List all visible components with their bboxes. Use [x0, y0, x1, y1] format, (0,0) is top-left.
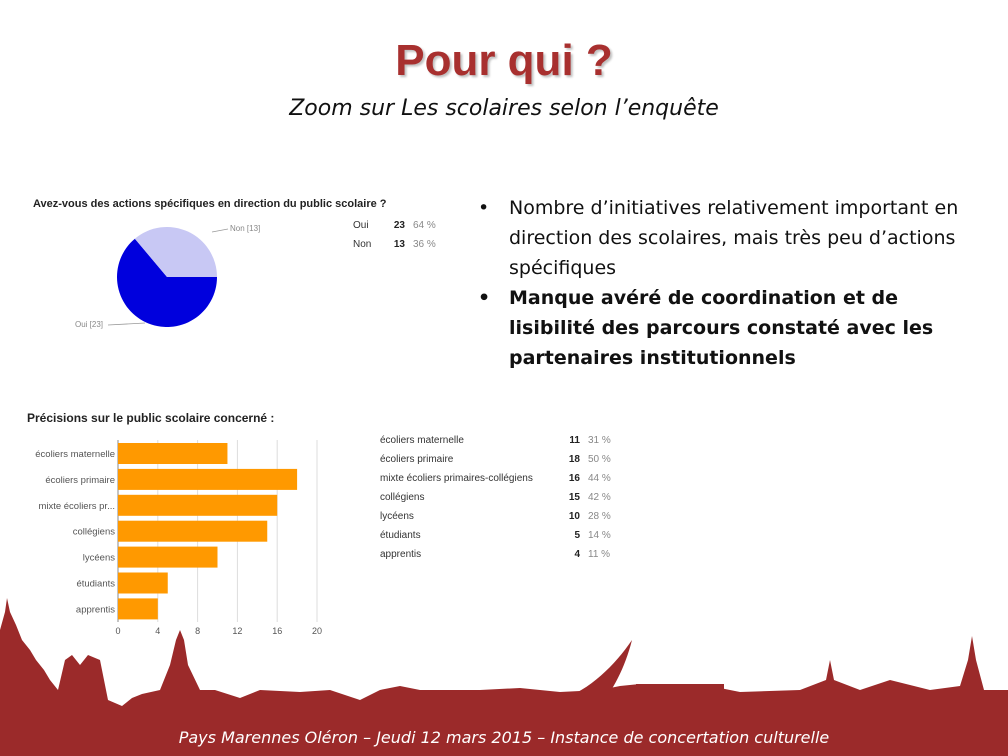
- bar-y-tick-label: apprentis: [76, 604, 115, 615]
- bar-y-tick-label: étudiants: [76, 579, 115, 590]
- bar-legend-count: 5: [574, 530, 580, 541]
- bar-legend-category: apprentis: [380, 549, 422, 560]
- pie-leader-line-non: [211, 228, 229, 233]
- bar-x-tick-label: 8: [195, 626, 200, 636]
- bar-legend-count: 11: [569, 435, 580, 446]
- bar-legend-percent: 28 %: [588, 511, 611, 522]
- pie-legend-percent: 64 %: [413, 220, 436, 231]
- bar-x-tick-label: 16: [272, 626, 282, 636]
- bar-legend-category: collégiens: [380, 492, 425, 503]
- bullet-list: • Nombre d’initiatives relativement impor…: [478, 193, 988, 373]
- pie-leader-line-oui: [107, 322, 146, 326]
- bar-legend-category: lycéens: [380, 511, 414, 522]
- bar-legend-row: mixte écoliers primaires-collégiens 16 44 …: [376, 469, 615, 488]
- bar-legend-percent: 44 %: [588, 473, 611, 484]
- bar-legend-count: 16: [568, 473, 580, 484]
- bar-legend-row: écoliers maternelle 11 31 %: [376, 431, 615, 450]
- bar-legend-count: 18: [568, 454, 580, 465]
- bar-legend-percent: 11 %: [588, 549, 611, 560]
- bar-legend-row: lycéens 10 28 %: [376, 507, 615, 526]
- bar-legend-count: 4: [574, 549, 580, 560]
- footer-text: Pays Marennes Oléron – Jeudi 12 mars 201…: [178, 728, 830, 747]
- pie-legend-category: Oui: [353, 220, 369, 231]
- bar-chart-title: Précisions sur le public scolaire concer…: [27, 411, 275, 425]
- pie-legend-count: 23: [393, 220, 405, 231]
- bar-y-tick-label: collégiens: [73, 527, 115, 538]
- bar-y-tick-label: lycéens: [83, 553, 115, 564]
- bar-legend-category: écoliers primaire: [380, 454, 454, 465]
- bar-legend-row: étudiants 5 14 %: [376, 526, 615, 545]
- bar-x-tick-label: 0: [115, 626, 120, 636]
- bar-mixte-écoliers-primaires-collégiens: [118, 494, 278, 516]
- pie-legend-count: 13: [393, 239, 405, 250]
- fort-building: [636, 684, 724, 706]
- bar-legend-row: écoliers primaire 18 50 %: [376, 450, 615, 469]
- pie-legend-category: Non: [353, 239, 372, 250]
- slide-title: Pour qui ?: [395, 36, 613, 85]
- pie-chart-title: Avez-vous des actions spécifiques en dir…: [33, 198, 387, 210]
- bar-y-tick-label: écoliers primaire: [45, 475, 115, 486]
- bar-x-tick-label: 4: [155, 626, 160, 636]
- bar-y-tick-label: écoliers maternelle: [35, 449, 115, 460]
- pie-legend-row: Non 13 36 %: [349, 235, 440, 254]
- bar-écoliers-primaire: [118, 468, 298, 490]
- bar-legend-category: étudiants: [380, 530, 421, 541]
- skyline-silhouette: [0, 598, 1008, 718]
- bar-apprentis: [118, 598, 158, 620]
- bar-collégiens: [118, 520, 268, 542]
- pie-slice-non: [134, 227, 217, 277]
- bar-étudiants: [118, 572, 168, 594]
- bullet-dot-icon: •: [478, 287, 491, 309]
- bar-legend-table: écoliers maternelle 11 31 % écoliers primai…: [376, 431, 615, 564]
- bullet-text: Nombre d’initiatives relativement import…: [509, 197, 959, 279]
- bar-legend-percent: 31 %: [588, 435, 611, 446]
- bullet-item-initiatives: • Nombre d’initiatives relativement impor…: [478, 193, 988, 283]
- pie-slice-label-oui: Oui [23]: [75, 320, 104, 329]
- bar-x-tick-label: 20: [312, 626, 322, 636]
- pie-slice-label-non: Non [13]: [230, 224, 261, 233]
- bar-legend-count: 15: [568, 492, 580, 503]
- footer-band: [0, 716, 1008, 756]
- pie-slice-oui: [116, 238, 217, 327]
- pie-legend-table: Oui 23 64 % Non 13 36 %: [349, 216, 440, 254]
- bullet-item-coordination: • Manque avéré de coordination et de lisi…: [478, 283, 988, 373]
- bar-legend-percent: 42 %: [588, 492, 611, 503]
- bar-legend-percent: 50 %: [588, 454, 611, 465]
- slide-subtitle: Zoom sur Les scolaires selon l’enquête: [289, 96, 719, 121]
- bar-y-tick-label: mixte écoliers pr...: [38, 501, 115, 512]
- sail-boat: [560, 640, 632, 705]
- bar-legend-count: 10: [568, 511, 580, 522]
- bar-écoliers-maternelle: [118, 443, 228, 464]
- pie-legend-row: Oui 23 64 %: [349, 216, 440, 235]
- bar-legend-row: apprentis 4 11 %: [376, 545, 615, 564]
- bullet-text: Manque avéré de coordination et de lisib…: [509, 287, 934, 369]
- bullet-dot-icon: •: [478, 197, 490, 219]
- bar-legend-category: écoliers maternelle: [380, 435, 464, 446]
- bar-x-tick-label: 12: [232, 626, 242, 636]
- bar-legend-percent: 14 %: [588, 530, 611, 541]
- pie-legend-percent: 36 %: [413, 239, 436, 250]
- bar-lycéens: [118, 546, 218, 568]
- bar-legend-category: mixte écoliers primaires-collégiens: [380, 473, 533, 484]
- bar-legend-row: collégiens 15 42 %: [376, 488, 615, 507]
